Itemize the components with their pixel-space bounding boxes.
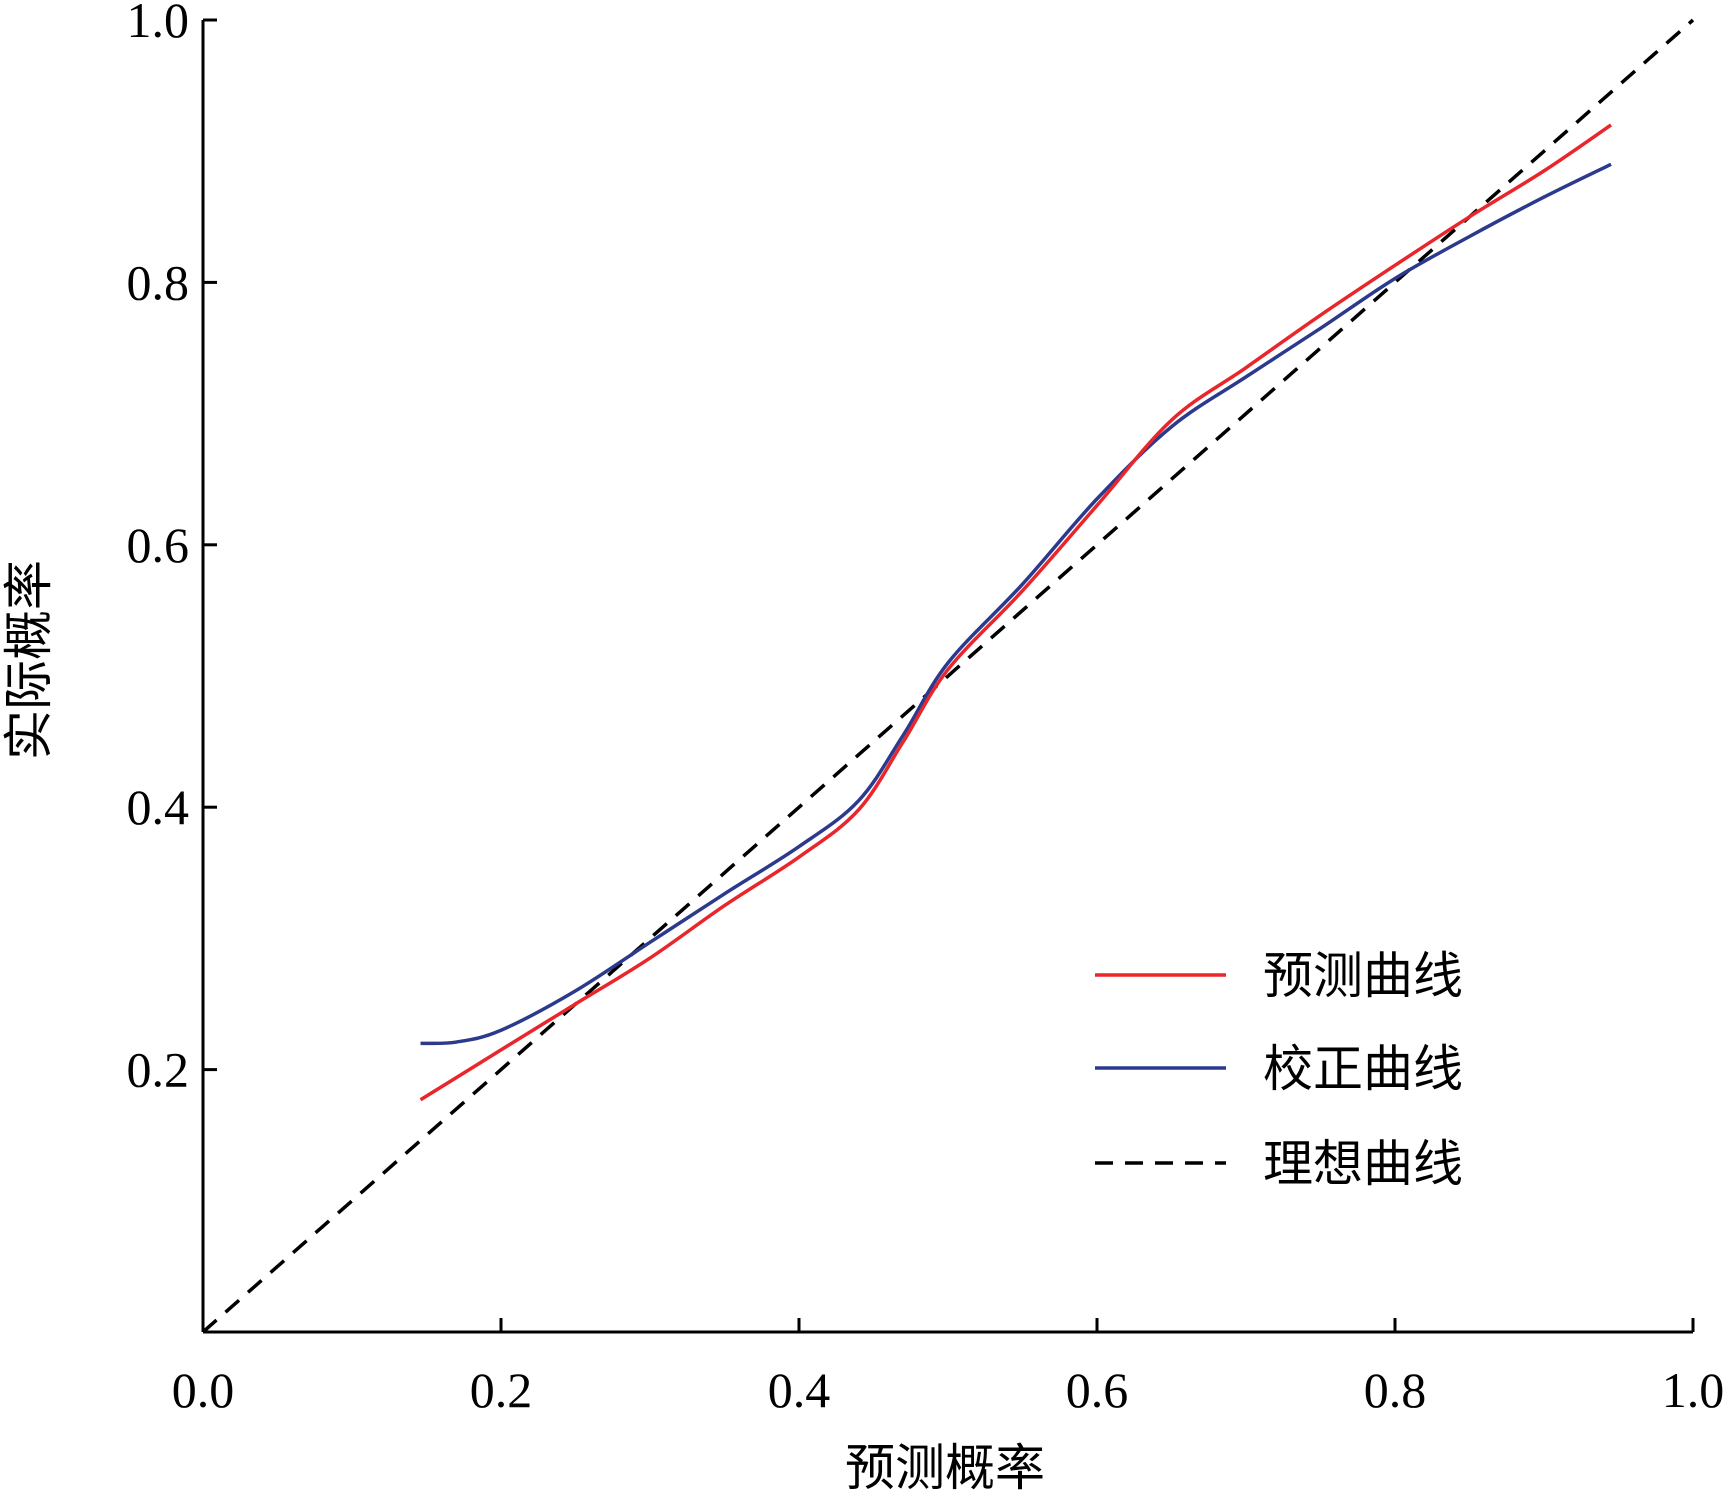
x-tick-label: 0.2: [470, 1362, 533, 1418]
x-tick-label: 0.8: [1364, 1362, 1427, 1418]
y-tick-label: 0.6: [127, 517, 190, 573]
legend-label: 理想曲线: [1263, 1136, 1463, 1192]
series-line-predicted: [419, 123, 1613, 1102]
x-tick-label: 1.0: [1662, 1362, 1725, 1418]
series-layer: [201, 18, 1695, 1334]
legend-label: 校正曲线: [1263, 1041, 1463, 1097]
y-tick-label: 0.4: [127, 779, 190, 835]
y-tick-label: 0.2: [127, 1042, 190, 1098]
series-line-calibrated: [420, 162, 1612, 1046]
x-tick-label: 0.4: [768, 1362, 831, 1418]
legend-label: 预测曲线: [1263, 948, 1463, 1004]
x-axis-title: 预测概率: [845, 1440, 1045, 1496]
series-line-ideal: [201, 18, 1695, 1334]
x-axis-ticks: 0.0 0.2 0.4 0.6 0.8 1.0: [172, 1318, 1725, 1418]
y-axis-ticks: 0.2 0.4 0.6 0.8 1.0: [127, 0, 217, 1098]
x-tick-label: 0.0: [172, 1362, 235, 1418]
y-axis-title: 实际概率: [1, 560, 57, 760]
y-tick-label: 0.8: [127, 254, 190, 310]
y-tick-label: 1.0: [127, 0, 190, 48]
x-tick-label: 0.6: [1066, 1362, 1129, 1418]
